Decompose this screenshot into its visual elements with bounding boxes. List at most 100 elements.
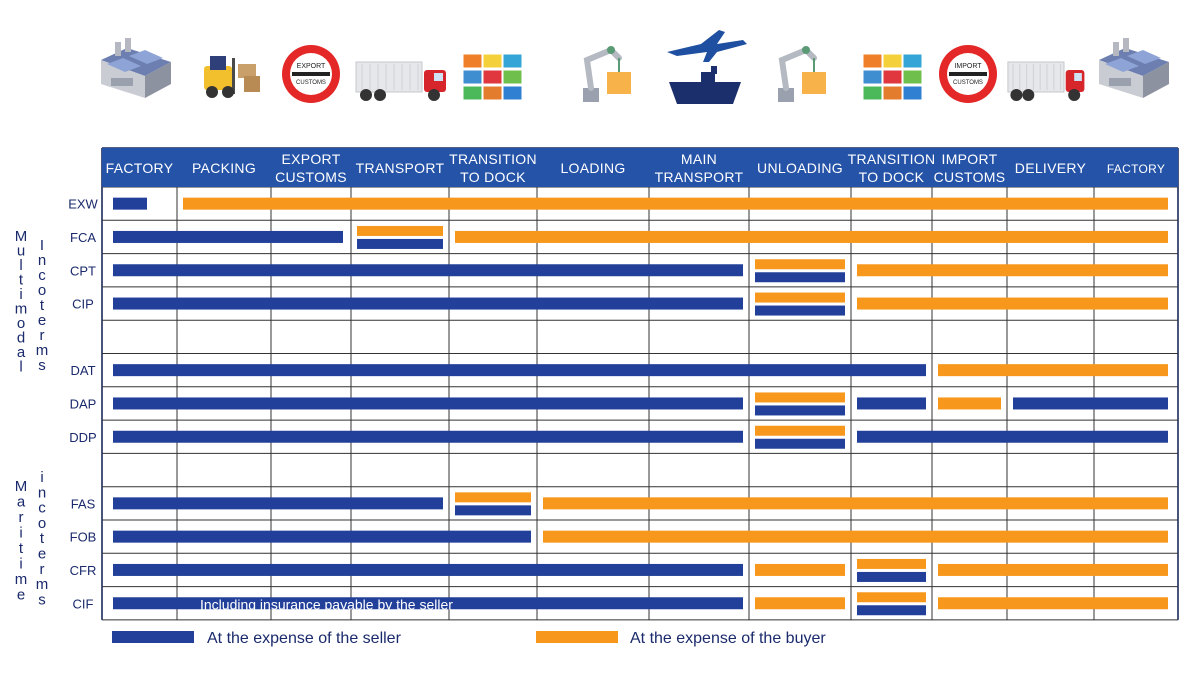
buyer-expense-bar: [755, 292, 845, 303]
legend-seller-swatch: [112, 631, 194, 643]
buyer-expense-bar: [938, 597, 1168, 610]
seller-expense-bar: [113, 264, 743, 277]
svg-text:t: t: [19, 540, 24, 557]
buyer-expense-bar: [857, 592, 926, 603]
buyer-expense-bar: [755, 392, 845, 403]
stage-header-label: UNLOADING: [757, 160, 843, 176]
svg-text:u: u: [17, 243, 25, 260]
buyer-expense-bar: [938, 364, 1168, 377]
buyer-expense-bar: [543, 530, 1168, 543]
stage-header-label: TRANSITION TO DOCK: [449, 151, 537, 185]
legend-seller-label: At the expense of the seller: [207, 630, 402, 647]
seller-expense-bar: [857, 571, 926, 582]
header-band: [102, 148, 1178, 187]
svg-text:t: t: [40, 530, 45, 547]
buyer-expense-bar: [857, 297, 1168, 310]
buyer-expense-bar: [183, 197, 1168, 210]
svg-text:CUSTOMS: CUSTOMS: [953, 80, 983, 86]
grid: [101, 147, 1179, 621]
seller-expense-bar: [113, 397, 743, 410]
export-customs-icon: EXPORT CUSTOMS: [282, 45, 340, 103]
svg-text:e: e: [38, 546, 46, 563]
stage-header-label: IMPORT CUSTOMS: [934, 151, 1006, 185]
svg-text:m: m: [36, 342, 49, 359]
legend-buyer-swatch: [536, 631, 618, 643]
process-icons-strip: EXPORT CUSTOMS IMPORT CUSTOMS: [101, 30, 1169, 104]
seller-expense-bar: [755, 405, 845, 416]
svg-text:m: m: [15, 571, 28, 588]
buyer-expense-bar: [938, 397, 1001, 410]
svg-text:s: s: [38, 357, 46, 374]
seller-expense-bar: [113, 563, 743, 576]
forklift-icon: [204, 56, 260, 98]
svg-text:t: t: [19, 272, 24, 289]
buyer-expense-bar: [543, 497, 1168, 510]
truck-icon: [355, 61, 446, 101]
svg-text:CUSTOMS: CUSTOMS: [296, 80, 326, 86]
seller-expense-bar: [113, 430, 743, 443]
crane-icon: [583, 46, 631, 102]
svg-text:l: l: [19, 257, 22, 274]
buyer-expense-bar: [357, 225, 443, 236]
stage-header-label: FACTORY: [1107, 162, 1165, 176]
svg-text:i: i: [19, 556, 22, 573]
row-label-ddp: DDP: [69, 430, 96, 445]
buyer-expense-bar: [455, 230, 1168, 243]
svg-text:o: o: [38, 515, 46, 532]
seller-expense-bar: [455, 505, 531, 516]
seller-expense-bar: [113, 230, 343, 243]
stage-header-label: MAIN TRANSPORT: [655, 151, 744, 185]
buyer-expense-bar: [857, 264, 1168, 277]
seller-expense-bar: [755, 438, 845, 449]
buyer-expense-bar: [755, 597, 845, 610]
seller-expense-bar: [857, 605, 926, 616]
row-label-fas: FAS: [71, 496, 96, 511]
plane-ship-icon: [667, 30, 747, 104]
svg-text:o: o: [17, 315, 25, 332]
svg-text:i: i: [19, 286, 22, 303]
stage-header-label: FACTORY: [106, 160, 174, 176]
crane-icon: [778, 46, 826, 102]
svg-text:m: m: [15, 301, 28, 318]
seller-expense-bar: [755, 305, 845, 316]
svg-text:I: I: [40, 237, 44, 254]
row-label-cip: CIP: [72, 297, 94, 312]
svg-text:e: e: [17, 587, 25, 604]
svg-text:e: e: [38, 312, 46, 329]
buyer-expense-bar: [755, 563, 845, 576]
svg-text:i: i: [19, 525, 22, 542]
row-label-fca: FCA: [70, 230, 96, 245]
svg-text:EXPORT: EXPORT: [297, 63, 326, 70]
buyer-expense-bar: [857, 558, 926, 569]
buyer-expense-bar: [455, 492, 531, 503]
buyer-expense-bar: [755, 425, 845, 436]
seller-expense-bar: [1013, 397, 1168, 410]
svg-text:M: M: [15, 228, 28, 245]
row-label-cpt: CPT: [70, 263, 96, 278]
svg-text:m: m: [36, 576, 49, 593]
seller-expense-bar: [755, 272, 845, 283]
seller-expense-bar: [113, 364, 926, 377]
stage-header-label: TRANSITION TO DOCK: [848, 151, 936, 185]
svg-text:r: r: [19, 509, 24, 526]
seller-expense-bar: [113, 297, 743, 310]
row-label-dap: DAP: [70, 396, 97, 411]
svg-text:a: a: [17, 494, 26, 511]
stage-header-label: PACKING: [192, 160, 256, 176]
seller-expense-bar: [113, 597, 743, 610]
row-label-cfr: CFR: [70, 563, 97, 578]
stage-header-label: DELIVERY: [1015, 160, 1087, 176]
svg-text:c: c: [38, 500, 46, 517]
cif-insurance-annotation: Including insurance payable by the selle…: [200, 596, 453, 612]
svg-text:M: M: [15, 478, 28, 495]
row-labels: EXW FCA CPT CIP DAT DAP DDP FAS FOB CFR CIF: [68, 197, 98, 612]
legend: At the expense of the seller At the expe…: [112, 630, 826, 647]
seller-expense-bar: [857, 397, 926, 410]
stage-header-label: EXPORT CUSTOMS: [275, 151, 347, 185]
